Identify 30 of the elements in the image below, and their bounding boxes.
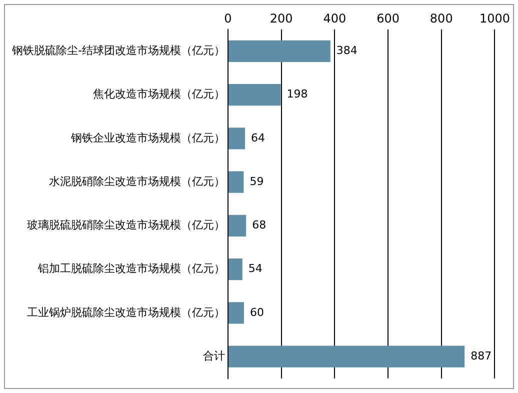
data-label: 887 — [470, 349, 492, 362]
bar — [228, 171, 244, 193]
data-label: 384 — [336, 44, 358, 58]
bar — [228, 40, 330, 62]
data-label: 198 — [286, 88, 308, 101]
data-label: 64 — [251, 131, 266, 144]
y-tick-label: 焦化改造市场规模（亿元） — [92, 88, 225, 101]
data-label: 68 — [252, 218, 266, 232]
bar — [228, 346, 465, 368]
data-label: 60 — [250, 306, 264, 319]
y-tick-label: 钢铁脱硫除尘-结球团改造市场规模（亿元） — [10, 44, 225, 58]
bar — [228, 214, 246, 237]
data-label: 54 — [248, 262, 262, 276]
y-tick-label: 钢铁企业改造市场规模（亿元） — [70, 131, 225, 144]
bar — [228, 128, 246, 150]
x-tick-label: 200 — [270, 11, 293, 26]
x-tick-label: 600 — [376, 11, 400, 26]
y-tick-label: 玻璃脱硫脱硝除尘改造市场规模（亿元） — [26, 218, 225, 232]
x-tick-label: 1000 — [479, 11, 510, 26]
bar — [228, 84, 281, 106]
y-tick-label: 工业锅炉脱硫除尘改造市场规模（亿元） — [26, 306, 225, 319]
y-tick-label: 铝加工脱硫除尘改造市场规模（亿元） — [36, 262, 225, 276]
data-label: 59 — [250, 174, 264, 188]
y-tick-label: 水泥脱硝除尘改造市场规模（亿元） — [48, 174, 225, 188]
x-tick-label: 800 — [430, 11, 453, 26]
y-tick-label: 合计 — [202, 349, 225, 362]
x-tick-label: 0 — [224, 11, 232, 26]
bar — [228, 302, 244, 324]
bar — [228, 258, 242, 280]
x-tick-label: 400 — [323, 11, 346, 26]
